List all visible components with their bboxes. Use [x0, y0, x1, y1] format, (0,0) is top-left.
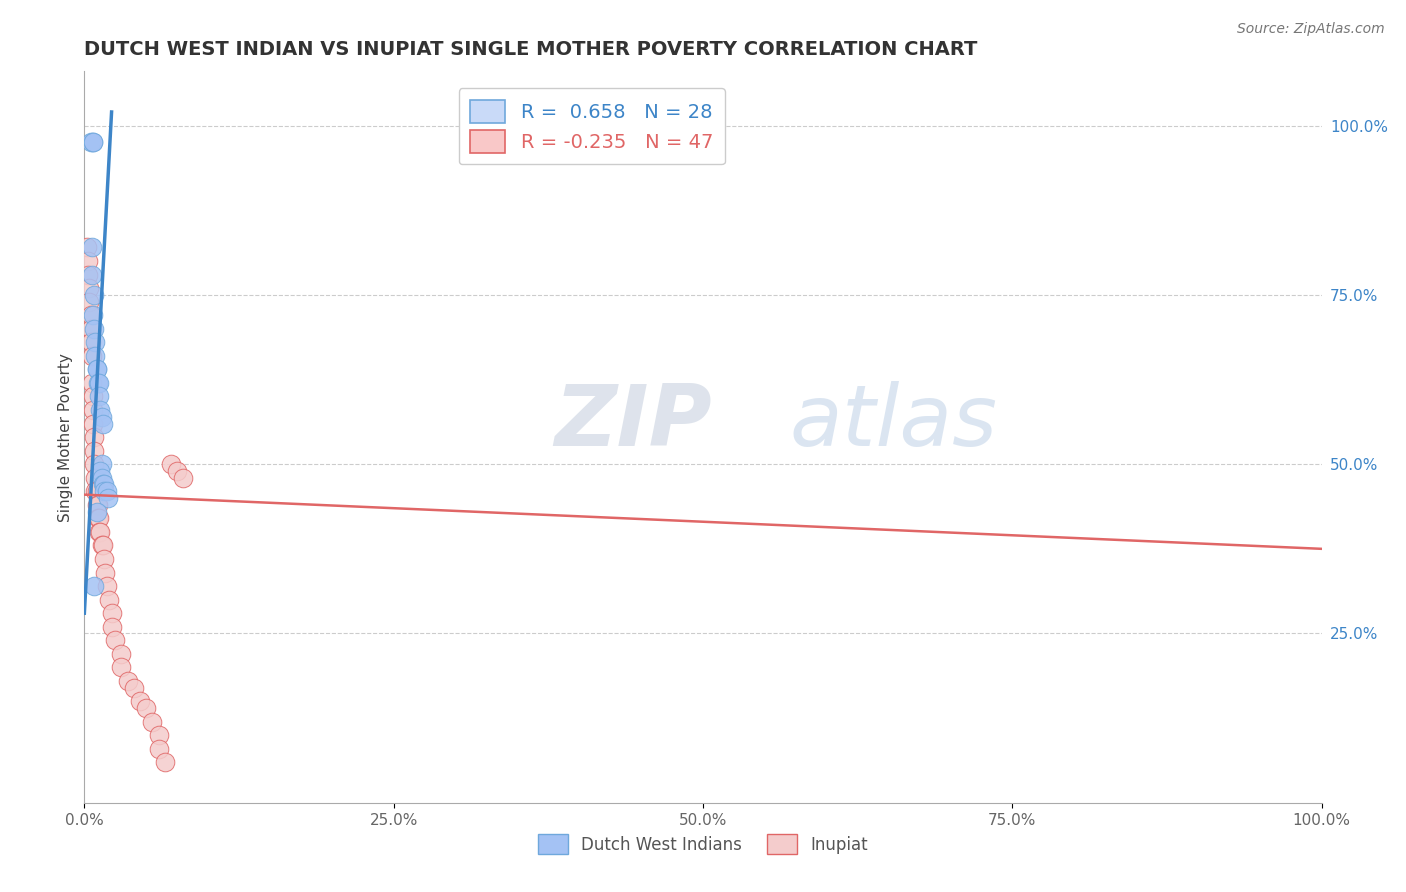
Text: ZIP: ZIP: [554, 381, 713, 464]
Point: [148, 728, 170, 742]
Point: [93, 552, 115, 566]
Point: [90, 457, 112, 471]
Point: [84, 471, 107, 485]
Point: [87, 511, 110, 525]
Point: [83, 322, 105, 336]
Point: [82, 389, 104, 403]
Text: atlas: atlas: [790, 381, 998, 464]
Point: [160, 457, 183, 471]
Point: [89, 464, 111, 478]
Point: [93, 477, 115, 491]
Point: [110, 647, 132, 661]
Point: [104, 633, 127, 648]
Point: [82, 308, 104, 322]
Point: [166, 464, 188, 478]
Point: [79, 322, 101, 336]
Point: [83, 443, 105, 458]
Point: [89, 524, 111, 539]
Point: [86, 505, 108, 519]
Point: [86, 484, 108, 499]
Point: [79, 294, 101, 309]
Point: [96, 484, 118, 499]
Point: [135, 701, 157, 715]
Point: [86, 362, 108, 376]
Legend: Dutch West Indians, Inupiat: Dutch West Indians, Inupiat: [531, 828, 875, 860]
Point: [79, 281, 101, 295]
Point: [89, 403, 111, 417]
Point: [91, 477, 114, 491]
Point: [100, 620, 122, 634]
Point: [91, 538, 114, 552]
Point: [89, 511, 111, 525]
Point: [100, 606, 122, 620]
Point: [110, 660, 132, 674]
Point: [83, 579, 105, 593]
Point: [86, 498, 108, 512]
Point: [84, 349, 107, 363]
Point: [83, 288, 105, 302]
Point: [76, 240, 98, 254]
Point: [80, 268, 103, 282]
Point: [172, 471, 194, 485]
Point: [84, 335, 107, 350]
Point: [129, 694, 152, 708]
Point: [86, 362, 108, 376]
Point: [87, 498, 110, 512]
Point: [87, 376, 110, 390]
Point: [94, 566, 117, 580]
Y-axis label: Single Mother Poverty: Single Mother Poverty: [58, 352, 73, 522]
Point: [80, 376, 103, 390]
Point: [91, 417, 114, 431]
Point: [141, 714, 163, 729]
Point: [89, 389, 111, 403]
Point: [97, 491, 120, 505]
Point: [79, 136, 101, 150]
Point: [122, 681, 145, 695]
Point: [93, 484, 115, 499]
Point: [83, 457, 105, 471]
Point: [79, 335, 101, 350]
Point: [90, 471, 112, 485]
Point: [77, 254, 100, 268]
Point: [79, 308, 101, 322]
Point: [84, 484, 107, 499]
Point: [80, 240, 103, 254]
Point: [98, 592, 121, 607]
Point: [89, 524, 111, 539]
Point: [96, 579, 118, 593]
Point: [148, 741, 170, 756]
Point: [90, 409, 112, 424]
Point: [82, 417, 104, 431]
Point: [77, 268, 100, 282]
Point: [82, 136, 104, 150]
Text: DUTCH WEST INDIAN VS INUPIAT SINGLE MOTHER POVERTY CORRELATION CHART: DUTCH WEST INDIAN VS INUPIAT SINGLE MOTH…: [84, 39, 977, 59]
Point: [83, 430, 105, 444]
Point: [89, 376, 111, 390]
Point: [82, 403, 104, 417]
Point: [117, 673, 139, 688]
Point: [90, 538, 112, 552]
Point: [153, 755, 176, 769]
Text: Source: ZipAtlas.com: Source: ZipAtlas.com: [1237, 22, 1385, 37]
Point: [80, 349, 103, 363]
Point: [82, 136, 104, 150]
